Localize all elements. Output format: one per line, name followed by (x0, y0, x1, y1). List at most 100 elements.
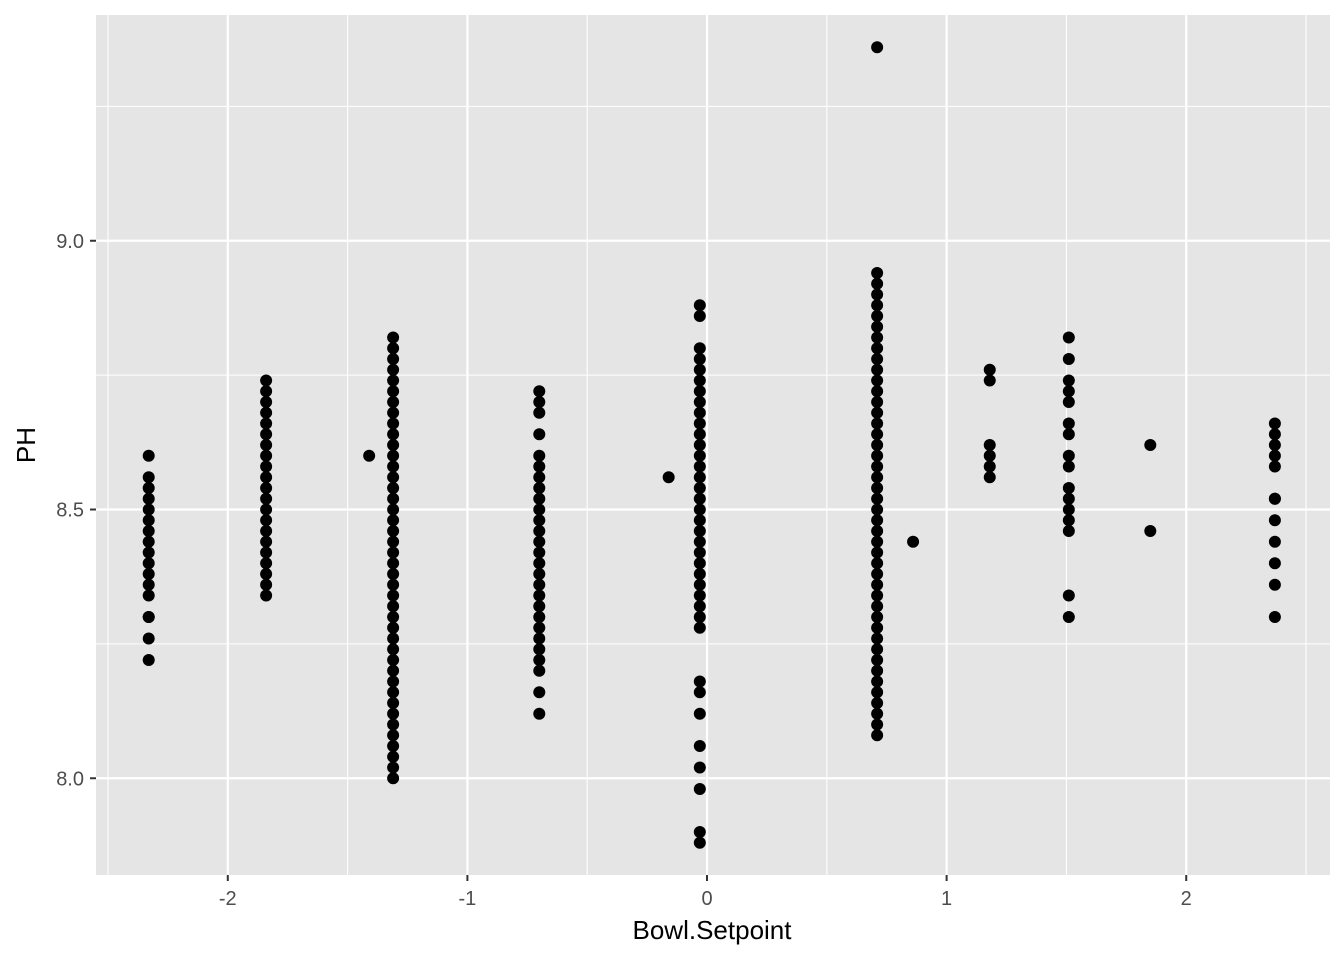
data-point (693, 600, 706, 613)
data-point (142, 514, 155, 527)
data-point (1062, 482, 1075, 494)
data-point (533, 654, 546, 666)
data-point (693, 783, 706, 795)
data-point (260, 374, 273, 387)
data-point (871, 718, 884, 731)
data-point (260, 578, 273, 591)
data-point (387, 342, 400, 355)
data-point (983, 471, 996, 484)
data-point (387, 643, 400, 656)
data-point (871, 611, 884, 623)
data-point (871, 406, 884, 419)
data-point (533, 428, 546, 441)
data-point (693, 353, 706, 365)
data-point (983, 374, 996, 387)
data-point (871, 568, 884, 580)
data-point (260, 471, 273, 484)
data-point (260, 525, 273, 537)
data-point (871, 621, 884, 634)
data-point (533, 643, 546, 656)
data-point (693, 385, 706, 398)
data-point (142, 557, 155, 570)
data-point (1062, 503, 1075, 516)
data-point (387, 460, 400, 473)
data-point (387, 417, 400, 430)
data-point (693, 406, 706, 419)
data-point (387, 439, 400, 451)
data-point (1062, 449, 1075, 462)
data-point (693, 707, 706, 720)
data-point (693, 503, 706, 516)
data-point (693, 740, 706, 752)
data-point (142, 611, 155, 623)
data-point (871, 600, 884, 613)
data-point (533, 611, 546, 623)
data-point (142, 535, 155, 548)
data-point (260, 460, 273, 473)
grid-major (96, 15, 1330, 875)
data-point (260, 568, 273, 580)
data-point (871, 428, 884, 441)
data-point (1268, 417, 1281, 430)
data-point (387, 697, 400, 709)
x-axis-title: Bowl.Setpoint (633, 915, 793, 945)
data-point (387, 396, 400, 408)
data-point (871, 396, 884, 408)
data-point (387, 729, 400, 742)
data-point (533, 568, 546, 580)
data-point (871, 578, 884, 591)
data-point (871, 363, 884, 376)
data-point (142, 632, 155, 645)
data-point (871, 675, 884, 688)
data-point (387, 772, 400, 785)
data-point (693, 299, 706, 312)
data-point (142, 471, 155, 484)
data-point (260, 385, 273, 398)
data-point (387, 449, 400, 462)
grid-minor (96, 15, 1330, 875)
data-point (871, 439, 884, 451)
data-point (1268, 514, 1281, 527)
data-point (387, 385, 400, 398)
data-point (871, 299, 884, 312)
data-point (871, 342, 884, 355)
data-point (871, 460, 884, 473)
data-point (871, 707, 884, 720)
data-point (533, 449, 546, 462)
data-point (1062, 589, 1075, 602)
data-point (260, 396, 273, 408)
data-point (693, 514, 706, 527)
data-point (387, 503, 400, 516)
data-point (1268, 578, 1281, 591)
data-point (871, 546, 884, 559)
data-point (260, 428, 273, 441)
data-point (260, 417, 273, 430)
data-point (1062, 525, 1075, 537)
data-point (533, 396, 546, 408)
data-point (1144, 525, 1157, 537)
data-points (142, 41, 1281, 849)
data-point (387, 707, 400, 720)
data-point (693, 492, 706, 505)
data-point (142, 578, 155, 591)
data-point (142, 568, 155, 580)
data-point (387, 761, 400, 774)
data-point (693, 482, 706, 494)
data-point (1062, 514, 1075, 527)
data-point (1062, 492, 1075, 505)
data-point (1062, 417, 1075, 430)
data-point (533, 482, 546, 494)
data-point (387, 482, 400, 494)
data-point (983, 460, 996, 473)
data-point (871, 557, 884, 570)
data-point (387, 750, 400, 763)
data-point (533, 406, 546, 419)
data-point (693, 471, 706, 484)
data-point (1062, 428, 1075, 441)
data-point (693, 557, 706, 570)
data-point (363, 449, 376, 462)
data-point (533, 460, 546, 473)
data-point (387, 611, 400, 623)
data-point (387, 428, 400, 441)
x-tick-label: -2 (219, 888, 237, 910)
